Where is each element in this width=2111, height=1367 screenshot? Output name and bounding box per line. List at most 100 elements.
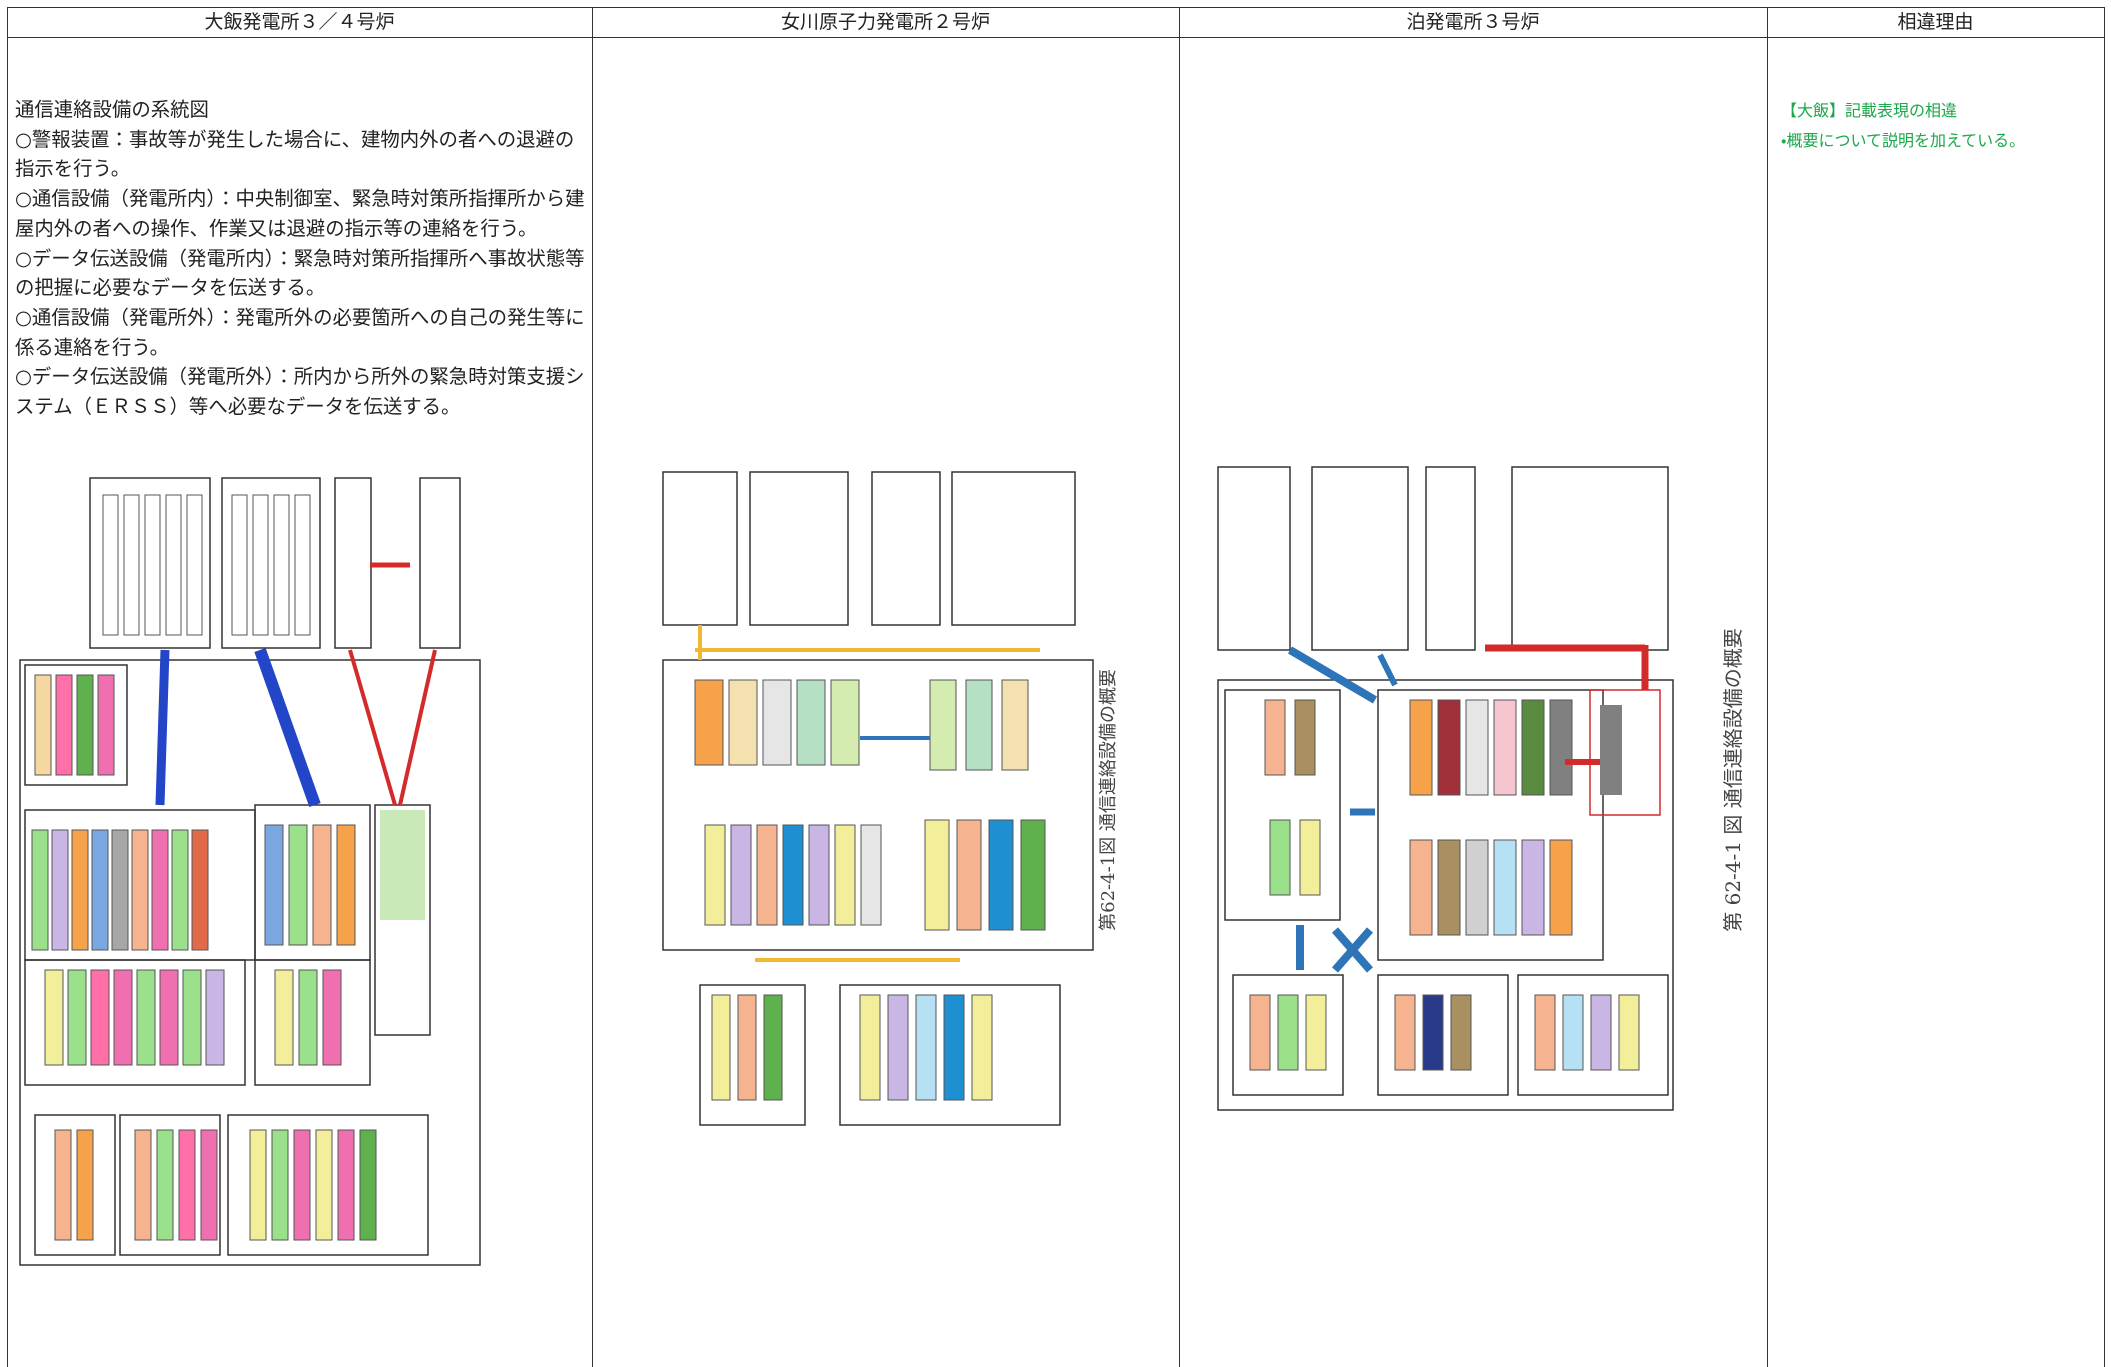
diagram-box — [151, 829, 169, 951]
diagram-frame — [1217, 679, 1674, 1111]
diagram-frame — [662, 471, 738, 626]
diagram-box — [231, 494, 248, 636]
diagram-box — [134, 1129, 152, 1241]
diagram-box — [1521, 839, 1545, 936]
diagram-box — [113, 969, 133, 1066]
paragraph: ○通信設備（発電所外）：発電所外の必要箇所への自己の発生等に係る連絡を行う。 — [15, 305, 585, 359]
diagram-frame — [1224, 689, 1341, 921]
diagram-frame — [1377, 974, 1509, 1096]
diagram-box — [1001, 679, 1029, 771]
diagram-box — [1493, 839, 1517, 936]
diagram-box — [924, 819, 950, 931]
diagram-arrow — [1287, 646, 1378, 704]
table-border — [1767, 7, 1768, 1367]
diagram-box — [337, 1129, 355, 1241]
diagram-box — [178, 1129, 196, 1241]
diagram-box — [55, 674, 73, 776]
diagram-box — [1465, 839, 1489, 936]
figure-caption: 第 62-4-1 図 通信連絡設備の概要 — [1721, 628, 1745, 932]
diagram-frame — [374, 804, 431, 1036]
diagram-box — [191, 829, 209, 951]
diagram-box — [943, 994, 965, 1101]
diagram-box — [131, 829, 149, 951]
diagram-box — [756, 824, 778, 926]
diagram-box — [76, 1129, 94, 1241]
diagram-box — [90, 969, 110, 1066]
diagram-box — [76, 674, 94, 776]
notes: 【大飯】記載表現の相違 ・概要について説明を加えている。 — [1781, 96, 2025, 156]
diagram-box — [186, 494, 203, 636]
diagram-frame — [119, 1114, 221, 1256]
diagram-frame — [34, 1114, 116, 1256]
diagram-box — [31, 829, 49, 951]
diagram-box — [97, 674, 115, 776]
diagram-frame — [221, 477, 321, 649]
diagram-frame — [19, 659, 481, 1266]
diagram-box — [1562, 994, 1584, 1071]
diagram-box — [704, 824, 726, 926]
diagram-frame — [839, 984, 1061, 1126]
diagram-frame — [227, 1114, 429, 1256]
diagram-box — [1422, 994, 1444, 1071]
diagram-box — [860, 824, 882, 926]
diagram-box — [54, 1129, 72, 1241]
diagram-box — [728, 679, 758, 766]
diagram-box — [929, 679, 957, 771]
diagram-box — [859, 994, 881, 1101]
diagram-box — [264, 824, 284, 946]
diagram-box — [312, 824, 332, 946]
diagram-box — [288, 824, 308, 946]
diagram-box — [1450, 994, 1472, 1071]
diagram-box — [44, 969, 64, 1066]
diagram-box — [144, 494, 161, 636]
diagram-frame — [24, 959, 246, 1086]
diagram-box — [274, 969, 294, 1066]
column-header: 相違理由 — [1897, 11, 1974, 33]
diagram-box — [273, 494, 290, 636]
diagram-box — [988, 819, 1014, 931]
paragraph: ○データ伝送設備（発電所内）：緊急時対策所指揮所へ事故状態等の把握に必要なデータ… — [15, 246, 585, 300]
diagram-box — [1590, 994, 1612, 1071]
diagram-box — [252, 494, 269, 636]
diagram-box — [1465, 699, 1489, 796]
diagram-box — [1549, 699, 1573, 796]
paragraph: ○データ伝送設備（発電所外）：所内から所外の緊急時対策支援システム（ＥＲＳＳ）等… — [15, 365, 585, 419]
diagram-arrow — [1377, 653, 1398, 687]
diagram-box — [294, 494, 311, 636]
diagram-box — [51, 829, 69, 951]
diagram-box — [965, 679, 993, 771]
diagram-box — [1437, 699, 1461, 796]
diagram-frame — [871, 471, 941, 626]
note: ・概要について説明を加えている。 — [1781, 131, 2026, 150]
diagram-arrow — [1331, 927, 1374, 973]
table-border — [7, 7, 8, 1367]
diagram-box — [1264, 699, 1286, 776]
diagram-box — [1534, 994, 1556, 1071]
diagram-box — [298, 969, 318, 1066]
diagram-box — [1409, 699, 1433, 796]
diagram-box — [730, 824, 752, 926]
diagram-box — [171, 829, 189, 951]
diagram-frame — [1425, 466, 1476, 651]
table-border — [1179, 7, 1180, 1367]
diagram-box — [1394, 994, 1416, 1071]
diagram-box — [205, 969, 225, 1066]
diagram-frame — [662, 659, 1094, 951]
diagram-box — [1277, 994, 1299, 1071]
diagram-box — [380, 810, 425, 920]
diagram-box — [71, 829, 89, 951]
column-header: 大飯発電所３／４号炉 — [204, 11, 395, 33]
diagram-box — [315, 1129, 333, 1241]
diagram-box — [1493, 699, 1517, 796]
diagram-box — [111, 829, 129, 951]
diagram-box — [887, 994, 909, 1101]
diagram-box — [834, 824, 856, 926]
diagram-box — [67, 969, 87, 1066]
diagram-arrow — [254, 647, 321, 808]
description-title: 通信連絡設備の系統図 — [15, 98, 209, 121]
diagram-box — [200, 1129, 218, 1241]
diagram-box — [1249, 994, 1271, 1071]
diagram-box — [808, 824, 830, 926]
diagram-arrow — [348, 649, 397, 806]
